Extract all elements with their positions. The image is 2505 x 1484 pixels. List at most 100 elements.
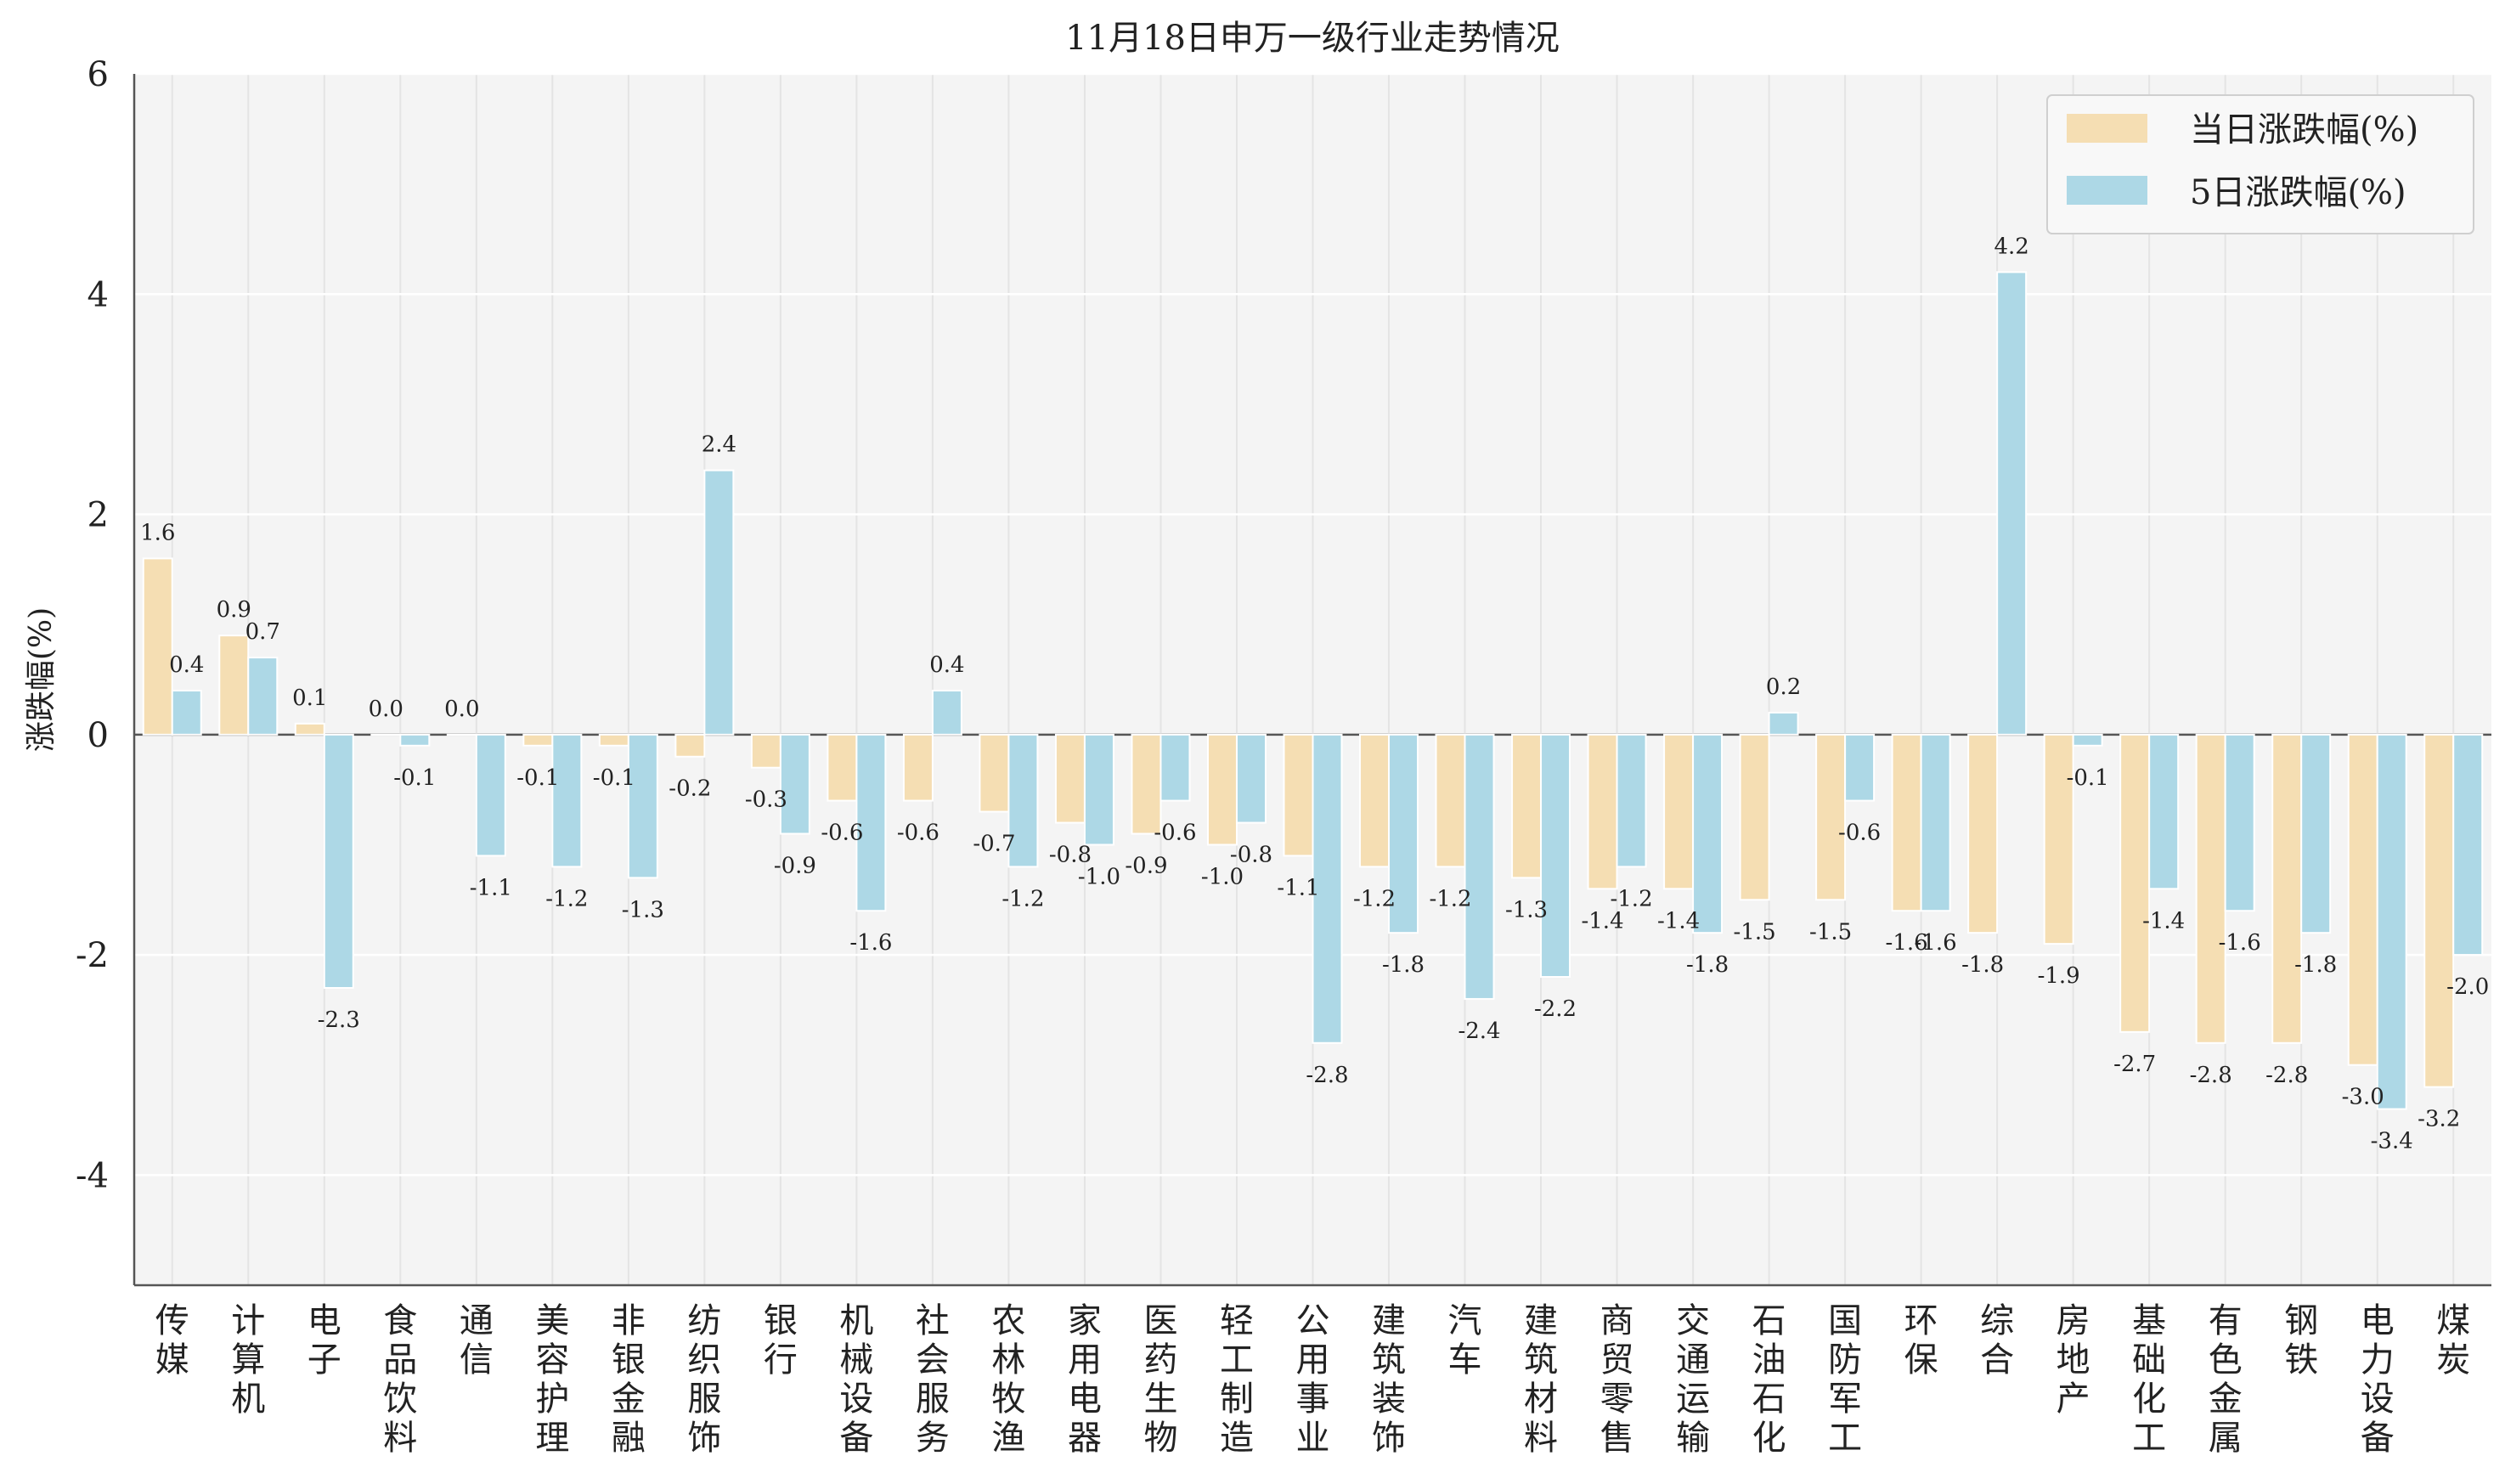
value-label-5day-8: -0.9 <box>774 853 816 878</box>
bar-5day-5 <box>551 733 583 868</box>
x-tick-label: 国防军工 <box>1828 1301 1862 1458</box>
x-tick-label: 汽车 <box>1448 1301 1482 1380</box>
bar-5day-17 <box>1464 733 1495 1000</box>
bar-daily-24 <box>1967 733 1999 934</box>
bar-daily-13 <box>1131 733 1162 835</box>
x-tick-label: 银行 <box>764 1301 798 1380</box>
bar-5day-25 <box>2072 733 2103 747</box>
y-tick-label: 0 <box>87 716 109 755</box>
bar-daily-29 <box>2347 733 2378 1066</box>
value-label-5day-4: -1.1 <box>470 875 512 900</box>
y-tick-label: 4 <box>87 275 109 314</box>
value-label-daily-27: -2.8 <box>2190 1063 2232 1088</box>
value-label-daily-17: -1.2 <box>1429 886 1471 911</box>
bar-5day-27 <box>2224 733 2255 912</box>
value-label-daily-18: -1.3 <box>1505 897 1548 923</box>
legend-swatch-5day <box>2067 176 2147 205</box>
value-label-daily-30: -3.2 <box>2418 1107 2460 1132</box>
x-tick-label: 房地产 <box>2056 1301 2090 1419</box>
bar-daily-17 <box>1435 733 1466 868</box>
x-tick-label: 交通运输 <box>1676 1301 1710 1458</box>
legend-label-daily: 当日涨跌幅(%) <box>2190 110 2418 150</box>
value-label-5day-14: -0.8 <box>1230 843 1272 868</box>
y-tick-label: -2 <box>76 936 109 975</box>
value-label-5day-3: -0.1 <box>393 765 436 791</box>
value-label-5day-21: 0.2 <box>1766 674 1801 700</box>
bar-daily-15 <box>1283 733 1314 857</box>
x-tick-label: 商贸零售 <box>1600 1301 1634 1458</box>
value-label-5day-28: -1.8 <box>2294 952 2337 978</box>
x-tick-label: 社会服务 <box>916 1301 950 1458</box>
value-label-5day-27: -1.6 <box>2219 930 2261 956</box>
bar-daily-9 <box>827 733 858 802</box>
value-label-5day-16: -1.8 <box>1382 952 1425 978</box>
value-label-5day-1: 0.7 <box>245 619 280 645</box>
y-tick-labels: -4 -2 0 2 4 6 <box>76 55 109 1195</box>
value-label-5day-26: -1.4 <box>2142 908 2185 934</box>
bar-5day-10 <box>931 689 962 736</box>
value-label-daily-12: -0.8 <box>1049 843 1092 868</box>
bar-5day-18 <box>1540 733 1571 979</box>
value-label-daily-20: -1.4 <box>1657 908 1700 934</box>
bar-daily-10 <box>902 733 934 802</box>
bars-group <box>142 271 2484 1110</box>
bar-5day-9 <box>855 733 887 912</box>
x-tick-label: 纺织服饰 <box>687 1301 721 1458</box>
bar-daily-16 <box>1359 733 1391 868</box>
legend: 当日涨跌幅(%) 5日涨跌幅(%) <box>2046 94 2474 234</box>
bar-5day-16 <box>1388 733 1419 934</box>
x-tick-label: 美容护理 <box>535 1301 569 1458</box>
bar-daily-23 <box>1891 733 1922 912</box>
x-tick-label: 建筑材料 <box>1524 1301 1558 1458</box>
value-label-daily-25: -1.9 <box>2038 963 2080 989</box>
value-label-daily-13: -0.9 <box>1125 853 1167 878</box>
bar-5day-3 <box>399 733 431 747</box>
y-tick-label: 6 <box>87 55 109 94</box>
bar-daily-28 <box>2271 733 2303 1044</box>
bar-5day-0 <box>171 689 202 736</box>
bar-5day-2 <box>323 733 354 989</box>
value-label-daily-28: -2.8 <box>2265 1063 2308 1088</box>
bar-daily-8 <box>750 733 781 769</box>
bar-5day-24 <box>1996 271 2028 736</box>
bar-daily-0 <box>142 557 173 736</box>
horizontal-gridlines <box>134 72 2491 1176</box>
bar-5day-26 <box>2148 733 2180 890</box>
x-tick-label: 电力设备 <box>2361 1301 2395 1458</box>
bar-daily-12 <box>1054 733 1086 824</box>
value-label-daily-3: 0.0 <box>369 697 403 722</box>
bar-daily-1 <box>218 635 250 736</box>
x-tick-label: 非银金融 <box>612 1301 646 1458</box>
value-label-5day-13: -0.6 <box>1154 821 1196 846</box>
vertical-gridlines <box>171 74 2455 1285</box>
x-tick-label: 轻工制造 <box>1220 1301 1254 1458</box>
value-label-daily-26: -2.7 <box>2113 1052 2156 1077</box>
bar-5day-21 <box>1768 711 1799 736</box>
bar-daily-26 <box>2119 733 2151 1033</box>
bar-5day-1 <box>247 657 279 736</box>
bar-5day-11 <box>1007 733 1039 868</box>
x-tick-label: 建筑装饰 <box>1372 1301 1406 1458</box>
value-label-5day-29: -3.4 <box>2371 1129 2413 1154</box>
x-tick-label: 有色金属 <box>2209 1301 2243 1458</box>
bar-daily-6 <box>598 733 629 747</box>
value-label-daily-22: -1.5 <box>1809 919 1852 945</box>
bar-5day-14 <box>1235 733 1267 824</box>
value-label-daily-9: -0.6 <box>821 821 863 846</box>
bar-5day-30 <box>2452 733 2484 956</box>
x-tick-label: 家用电器 <box>1068 1301 1102 1458</box>
x-tick-label: 通信 <box>460 1301 494 1380</box>
bar-daily-5 <box>522 733 554 747</box>
chart-title: 11月18日申万一级行业走势情况 <box>1065 19 1560 58</box>
value-label-5day-10: 0.4 <box>929 652 964 678</box>
bar-daily-7 <box>674 733 706 758</box>
x-tick-label: 医药生物 <box>1143 1301 1177 1458</box>
value-label-daily-21: -1.5 <box>1734 919 1776 945</box>
value-label-5day-25: -0.1 <box>2067 765 2109 791</box>
legend-box <box>2046 94 2474 234</box>
value-label-5day-6: -1.3 <box>622 897 664 923</box>
value-label-5day-9: -1.6 <box>849 930 892 956</box>
value-label-5day-7: 2.4 <box>702 432 736 458</box>
bar-daily-21 <box>1739 733 1770 901</box>
bar-daily-25 <box>2043 733 2074 945</box>
